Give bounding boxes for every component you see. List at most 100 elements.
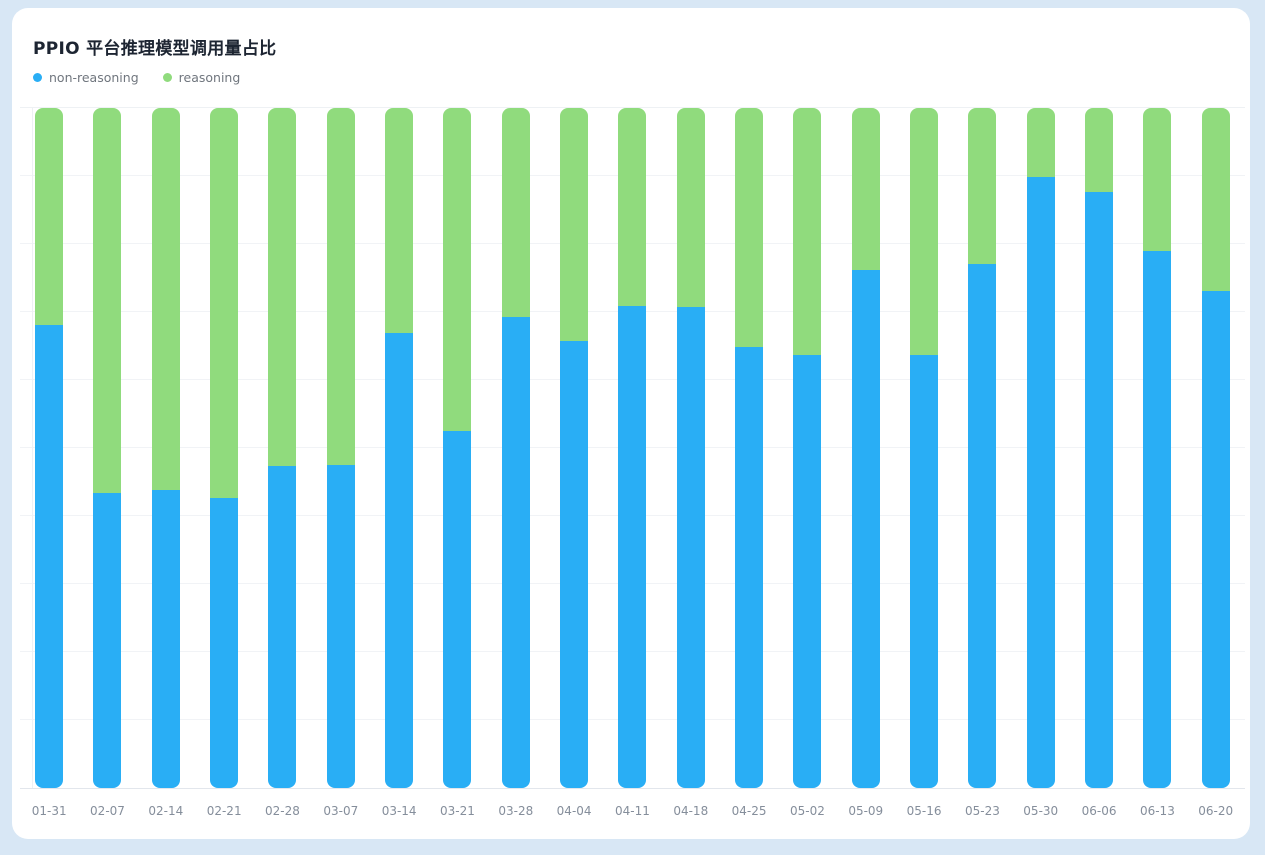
non-reasoning-segment[interactable]	[210, 498, 239, 788]
reasoning-segment[interactable]	[501, 108, 530, 317]
non-reasoning-segment[interactable]	[910, 354, 939, 788]
reasoning-segment[interactable]	[443, 108, 472, 431]
reasoning-segment[interactable]	[210, 108, 239, 499]
stacked-bar-04-11[interactable]	[618, 108, 647, 788]
x-tick-label-05-23: 05-23	[964, 804, 1000, 818]
bar-slot-06-13	[1128, 108, 1186, 788]
non-reasoning-segment[interactable]	[968, 263, 997, 788]
legend-item-reasoning[interactable]: reasoning	[162, 70, 241, 85]
stacked-bar-01-31[interactable]	[35, 108, 64, 788]
reasoning-segment[interactable]	[560, 108, 589, 342]
stacked-bar-03-14[interactable]	[385, 108, 414, 788]
reasoning-segment[interactable]	[910, 108, 939, 355]
stacked-bar-03-21[interactable]	[443, 108, 472, 788]
legend-item-non-reasoning[interactable]: non-reasoning	[33, 70, 139, 85]
bar-slot-02-21	[195, 108, 253, 788]
bar-slot-05-16	[895, 108, 953, 788]
bar-slot-01-31	[20, 108, 78, 788]
reasoning-segment[interactable]	[326, 108, 355, 465]
x-tick-label-05-30: 05-30	[1023, 804, 1059, 818]
stacked-bar-02-28[interactable]	[268, 108, 297, 788]
bar-slot-03-21	[428, 108, 486, 788]
x-tick-label-01-31: 01-31	[31, 804, 67, 818]
chart-card: PPIO 平台推理模型调用量占比 non-reasoning reasoning…	[12, 8, 1250, 839]
reasoning-segment[interactable]	[385, 108, 414, 334]
bar-slot-02-14	[137, 108, 195, 788]
non-reasoning-segment[interactable]	[443, 431, 472, 788]
stacked-bar-06-13[interactable]	[1143, 108, 1172, 788]
non-reasoning-segment[interactable]	[151, 490, 180, 788]
x-tick-label-05-02: 05-02	[789, 804, 825, 818]
chart-title: PPIO 平台推理模型调用量占比	[33, 39, 277, 59]
non-reasoning-segment[interactable]	[735, 346, 764, 788]
stacked-bar-chart: 01-31 02-07 02-14 02-21 02-28 03-07 03-14 03-21…	[20, 107, 1245, 823]
reasoning-segment[interactable]	[1201, 108, 1230, 291]
non-reasoning-segment[interactable]	[676, 307, 705, 788]
reasoning-segment[interactable]	[968, 108, 997, 264]
reasoning-segment[interactable]	[1026, 108, 1055, 177]
stacked-bar-06-06[interactable]	[1085, 108, 1114, 788]
stacked-bar-05-23[interactable]	[968, 108, 997, 788]
x-tick-label-03-21: 03-21	[440, 804, 475, 818]
non-reasoning-segment[interactable]	[268, 465, 297, 788]
x-tick-label-06-06: 06-06	[1081, 804, 1117, 818]
non-reasoning-segment[interactable]	[1085, 192, 1114, 788]
bar-slot-05-23	[953, 108, 1011, 788]
stacked-bar-04-04[interactable]	[560, 108, 589, 788]
bar-slot-06-20	[1187, 108, 1245, 788]
non-reasoning-segment[interactable]	[93, 492, 122, 788]
stacked-bar-03-28[interactable]	[501, 108, 530, 788]
non-reasoning-segment[interactable]	[1026, 176, 1055, 788]
non-reasoning-segment[interactable]	[1201, 290, 1230, 788]
bar-slot-04-11	[603, 108, 661, 788]
stacked-bar-04-25[interactable]	[735, 108, 764, 788]
legend-marker-reasoning-icon	[162, 73, 172, 82]
reasoning-segment[interactable]	[676, 108, 705, 308]
non-reasoning-segment[interactable]	[618, 305, 647, 788]
x-tick-label-05-09: 05-09	[848, 804, 884, 818]
reasoning-segment[interactable]	[793, 108, 822, 355]
x-tick-label-03-28: 03-28	[498, 804, 534, 818]
x-tick-label-04-11: 04-11	[615, 804, 650, 818]
reasoning-segment[interactable]	[1143, 108, 1172, 251]
stacked-bar-05-09[interactable]	[851, 108, 880, 788]
non-reasoning-segment[interactable]	[385, 333, 414, 788]
chart-legend: non-reasoning reasoning	[33, 70, 240, 85]
x-tick-label-02-07: 02-07	[90, 804, 125, 818]
non-reasoning-segment[interactable]	[326, 465, 355, 788]
x-tick-label-02-14: 02-14	[148, 804, 184, 818]
bar-slot-03-28	[487, 108, 545, 788]
reasoning-segment[interactable]	[1085, 108, 1114, 193]
non-reasoning-segment[interactable]	[560, 341, 589, 788]
bar-slot-03-07	[312, 108, 370, 788]
non-reasoning-segment[interactable]	[793, 354, 822, 788]
reasoning-segment[interactable]	[268, 108, 297, 466]
bar-slot-02-07	[78, 108, 136, 788]
non-reasoning-segment[interactable]	[501, 316, 530, 788]
stacked-bar-02-14[interactable]	[151, 108, 180, 788]
x-tick-label-03-14: 03-14	[381, 804, 417, 818]
stacked-bar-02-07[interactable]	[93, 108, 122, 788]
reasoning-segment[interactable]	[93, 108, 122, 493]
legend-label-non-reasoning: non-reasoning	[49, 70, 139, 85]
stacked-bar-03-07[interactable]	[326, 108, 355, 788]
reasoning-segment[interactable]	[618, 108, 647, 306]
reasoning-segment[interactable]	[35, 108, 64, 325]
stacked-bar-05-02[interactable]	[793, 108, 822, 788]
bar-slot-06-06	[1070, 108, 1128, 788]
stacked-bar-05-30[interactable]	[1026, 108, 1055, 788]
non-reasoning-segment[interactable]	[851, 269, 880, 788]
stacked-bar-05-16[interactable]	[910, 108, 939, 788]
stacked-bar-04-18[interactable]	[676, 108, 705, 788]
x-tick-label-04-25: 04-25	[731, 804, 767, 818]
x-tick-label-04-04: 04-04	[556, 804, 592, 818]
non-reasoning-segment[interactable]	[1143, 250, 1172, 788]
reasoning-segment[interactable]	[851, 108, 880, 270]
legend-label-reasoning: reasoning	[178, 70, 241, 85]
reasoning-segment[interactable]	[735, 108, 764, 347]
stacked-bar-06-20[interactable]	[1201, 108, 1230, 788]
x-tick-label-02-21: 02-21	[206, 804, 242, 818]
non-reasoning-segment[interactable]	[35, 324, 64, 788]
stacked-bar-02-21[interactable]	[210, 108, 239, 788]
reasoning-segment[interactable]	[151, 108, 180, 491]
